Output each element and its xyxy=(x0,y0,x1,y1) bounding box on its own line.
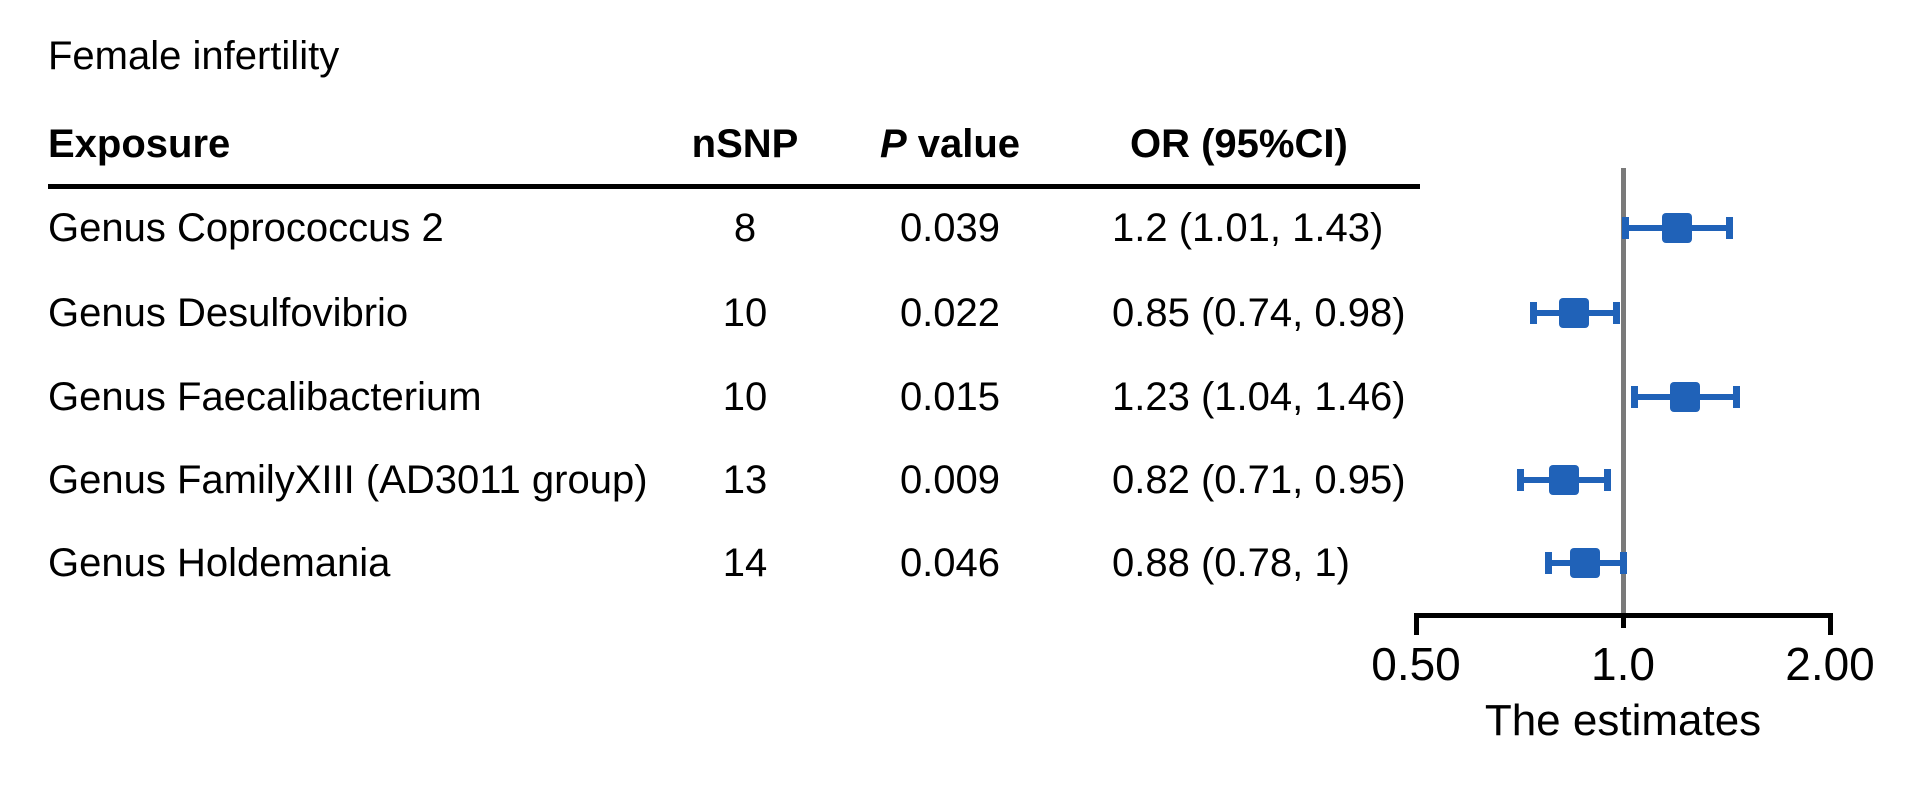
x-axis-label: The estimates xyxy=(1484,696,1762,745)
row-or-ci: 0.88 (0.78, 1) xyxy=(1112,541,1350,585)
row-exposure: Genus Desulfovibrio xyxy=(48,291,409,335)
or-point-marker xyxy=(1548,465,1579,495)
column-header-pvalue: P value xyxy=(860,124,1040,164)
row-nsnp: 13 xyxy=(722,458,768,502)
or-point-marker xyxy=(1669,382,1700,412)
or-point-marker xyxy=(1569,548,1600,578)
ci-cap-low xyxy=(1529,302,1537,324)
ci-cap-high xyxy=(1604,469,1612,491)
row-exposure: Genus Coprococcus 2 xyxy=(48,206,444,250)
or-point-marker xyxy=(1559,298,1590,328)
column-header-or-ci: OR (95%CI) xyxy=(1130,122,1348,166)
row-nsnp: 10 xyxy=(722,291,768,335)
row-nsnp: 14 xyxy=(722,541,768,585)
x-axis-tick xyxy=(1620,613,1626,628)
row-nsnp: 10 xyxy=(722,375,768,419)
row-or-ci: 0.85 (0.74, 0.98) xyxy=(1112,291,1406,335)
ci-cap-high xyxy=(1732,386,1740,408)
x-axis-end-tick xyxy=(1413,613,1419,635)
column-header-exposure: Exposure xyxy=(48,122,231,166)
ci-cap-high xyxy=(1619,552,1627,574)
ci-cap-high xyxy=(1613,302,1621,324)
row-or-ci: 1.2 (1.01, 1.43) xyxy=(1112,206,1384,250)
ci-cap-low xyxy=(1545,552,1553,574)
row-pvalue: 0.039 xyxy=(899,206,1001,250)
x-tick-label: 0.50 xyxy=(1371,638,1461,690)
row-exposure: Genus FamilyXIII (AD3011 group) xyxy=(48,458,648,502)
row-pvalue: 0.015 xyxy=(899,375,1001,419)
p-value-italic-p: P xyxy=(879,122,907,166)
ci-cap-high xyxy=(1726,217,1734,239)
row-pvalue: 0.046 xyxy=(899,541,1001,585)
ci-cap-low xyxy=(1517,469,1525,491)
ci-cap-low xyxy=(1631,386,1639,408)
row-pvalue: 0.009 xyxy=(899,458,1001,502)
row-pvalue: 0.022 xyxy=(899,291,1001,335)
x-tick-label: 1.0 xyxy=(1591,638,1655,690)
x-axis-end-tick xyxy=(1827,613,1833,635)
x-tick-label: 2.00 xyxy=(1785,638,1875,690)
column-header-nsnp: nSNP xyxy=(691,122,799,166)
row-or-ci: 0.82 (0.71, 0.95) xyxy=(1112,458,1406,502)
row-exposure: Genus Faecalibacterium xyxy=(48,375,482,419)
row-exposure: Genus Holdemania xyxy=(48,541,391,585)
header-rule xyxy=(48,184,1420,189)
ci-cap-low xyxy=(1622,217,1630,239)
p-value-rest: value xyxy=(906,122,1021,166)
reference-line xyxy=(1620,168,1626,618)
figure-title: Female infertility xyxy=(48,34,340,78)
row-or-ci: 1.23 (1.04, 1.46) xyxy=(1112,375,1406,419)
or-point-marker xyxy=(1662,213,1693,243)
row-nsnp: 8 xyxy=(733,206,757,250)
